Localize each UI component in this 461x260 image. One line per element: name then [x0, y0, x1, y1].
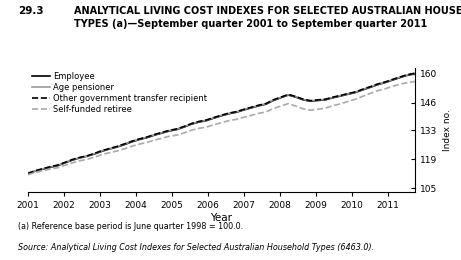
Employee — [271, 99, 276, 102]
Self-funded retiree — [248, 114, 254, 117]
Employee — [323, 98, 328, 101]
Age pensioner — [271, 99, 276, 102]
Line: Employee: Employee — [28, 74, 415, 174]
Other government transfer recipient — [367, 85, 373, 88]
Age pensioner — [256, 104, 261, 107]
Other government transfer recipient — [271, 98, 276, 101]
Other government transfer recipient — [248, 106, 254, 109]
Employee — [25, 172, 30, 175]
Legend: Employee, Age pensioner, Other government transfer recipient, Self-funded retire: Employee, Age pensioner, Other governmen… — [32, 72, 207, 114]
Employee — [129, 140, 135, 144]
Age pensioner — [412, 72, 418, 75]
Employee — [256, 104, 261, 107]
Line: Self-funded retiree: Self-funded retiree — [28, 82, 415, 175]
Self-funded retiree — [129, 145, 135, 148]
Text: 29.3: 29.3 — [18, 6, 44, 16]
Age pensioner — [25, 172, 30, 175]
Self-funded retiree — [256, 112, 261, 115]
Other government transfer recipient — [412, 72, 418, 75]
Other government transfer recipient — [323, 98, 328, 101]
Age pensioner — [323, 98, 328, 101]
Other government transfer recipient — [25, 172, 30, 175]
Line: Age pensioner: Age pensioner — [28, 73, 415, 173]
Age pensioner — [248, 106, 254, 109]
Self-funded retiree — [271, 107, 276, 110]
Self-funded retiree — [323, 107, 328, 110]
Self-funded retiree — [367, 92, 373, 95]
Self-funded retiree — [25, 173, 30, 176]
Text: Source: Analytical Living Cost Indexes for Selected Australian Household Types (: Source: Analytical Living Cost Indexes f… — [18, 243, 375, 252]
Employee — [248, 106, 254, 109]
Other government transfer recipient — [256, 104, 261, 107]
Text: ANALYTICAL LIVING COST INDEXES FOR SELECTED AUSTRALIAN HOUSEHOLD
TYPES (a)—Septe: ANALYTICAL LIVING COST INDEXES FOR SELEC… — [74, 6, 461, 29]
Text: (a) Reference base period is June quarter 1998 = 100.0.: (a) Reference base period is June quarte… — [18, 222, 243, 231]
Other government transfer recipient — [129, 140, 135, 143]
Employee — [367, 86, 373, 89]
X-axis label: Year: Year — [210, 213, 232, 223]
Age pensioner — [129, 140, 135, 143]
Age pensioner — [367, 85, 373, 88]
Self-funded retiree — [412, 80, 418, 83]
Line: Other government transfer recipient: Other government transfer recipient — [28, 73, 415, 173]
Employee — [412, 72, 418, 75]
Y-axis label: Index no.: Index no. — [443, 109, 452, 151]
